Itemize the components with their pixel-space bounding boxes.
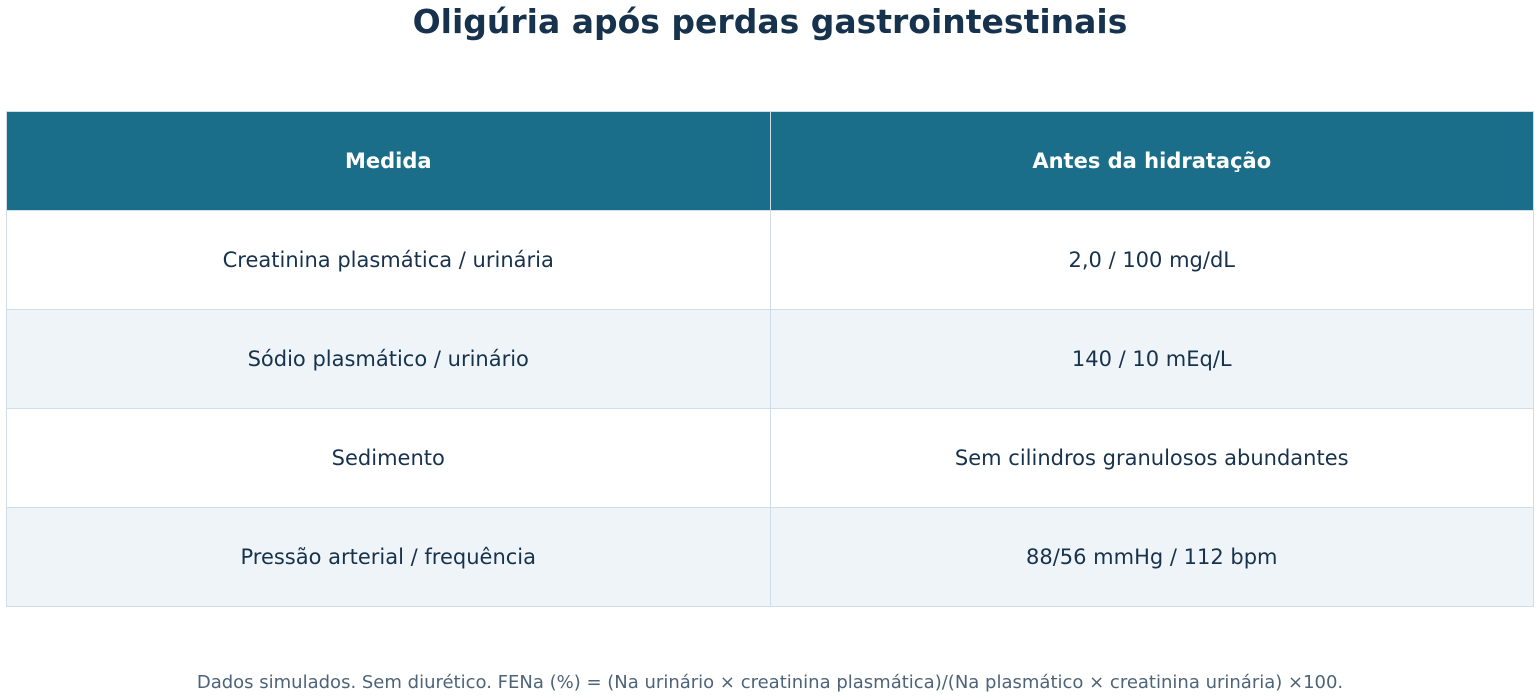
table-cell: Pressão arterial / frequência <box>6 507 771 607</box>
table-row: Pressão arterial / frequência 88/56 mmHg … <box>6 507 1534 607</box>
data-table: Medida Antes da hidratação Creatinina pla… <box>6 111 1534 607</box>
table-cell: 140 / 10 mEq/L <box>769 309 1534 409</box>
header-cell: Antes da hidratação <box>769 111 1534 211</box>
table-body: Creatinina plasmática / urinária 2,0 / 10… <box>6 210 1534 607</box>
table-cell: Sódio plasmático / urinário <box>6 309 771 409</box>
table-row: Creatinina plasmática / urinária 2,0 / 10… <box>6 210 1534 310</box>
table-row: Sedimento Sem cilindros granulosos abunda… <box>6 408 1534 508</box>
footnote: Dados simulados. Sem diurético. FENa (%)… <box>196 672 1344 693</box>
table-cell: Creatinina plasmática / urinária <box>6 210 771 310</box>
table-row: Sódio plasmático / urinário 140 / 10 mEq/… <box>6 309 1534 409</box>
table-cell: Sedimento <box>6 408 771 508</box>
table-cell: 2,0 / 100 mg/dL <box>769 210 1534 310</box>
table-cell: 88/56 mmHg / 112 bpm <box>769 507 1534 607</box>
table-cell: Sem cilindros granulosos abundantes <box>769 408 1534 508</box>
header-row: Medida Antes da hidratação <box>6 111 1534 211</box>
title: Oligúria após perdas gastrointestinais <box>412 2 1128 41</box>
header-cell: Medida <box>6 111 771 211</box>
